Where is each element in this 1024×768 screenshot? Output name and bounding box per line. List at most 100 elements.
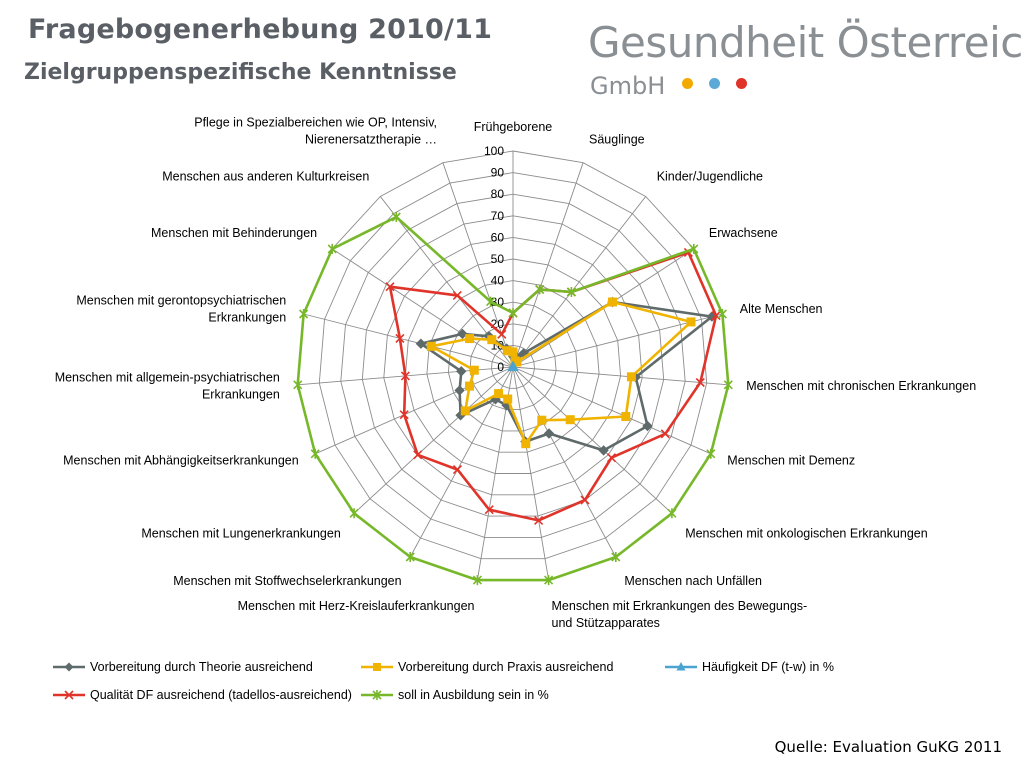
series-1-point bbox=[426, 341, 436, 351]
category-label-line: Menschen mit Herz-Kreislauferkrankungen bbox=[238, 599, 475, 613]
series-3-point bbox=[606, 453, 617, 463]
legend-item: soll in Ausbildung sein in % bbox=[360, 688, 549, 702]
series-3-point bbox=[497, 329, 507, 339]
category-label: Frühgeborene bbox=[474, 120, 553, 134]
category-label-line: Menschen nach Unfällen bbox=[624, 574, 762, 588]
series-4-point bbox=[310, 448, 320, 459]
series-4-point bbox=[566, 287, 576, 297]
legend-item: Vorbereitung durch Praxis ausreichend bbox=[360, 660, 613, 674]
series-3-point bbox=[413, 450, 423, 460]
tick-label: 50 bbox=[491, 252, 505, 266]
legend-item: Qualität DF ausreichend (tadellos-ausrei… bbox=[52, 688, 352, 702]
series-1-point bbox=[565, 415, 575, 425]
series-0-point bbox=[457, 328, 468, 340]
tick-label: 70 bbox=[491, 209, 505, 223]
grid-spoke bbox=[303, 313, 514, 368]
category-label: Pflege in Spezialbereichen wie OP, Inten… bbox=[194, 116, 437, 147]
page-title: Fragebogenerhebung 2010/11 bbox=[28, 14, 493, 45]
category-label: Alte Menschen bbox=[740, 302, 823, 316]
series-1-point bbox=[686, 317, 696, 327]
series-0-point bbox=[642, 420, 653, 432]
series-3-point bbox=[385, 282, 395, 292]
category-label: Menschen mit onkologischen Erkrankungen bbox=[685, 527, 928, 541]
grid-ring-80 bbox=[340, 193, 686, 538]
grid-ring-90 bbox=[318, 172, 708, 560]
series-3-point bbox=[695, 377, 705, 388]
grid-ring-50 bbox=[404, 258, 622, 474]
legend-label: Qualität DF ausreichend (tadellos-ausrei… bbox=[90, 688, 352, 702]
category-label: Erwachsene bbox=[709, 226, 778, 240]
category-label-line: Menschen mit Stoffwechselerkrankungen bbox=[173, 574, 401, 588]
series-1-point bbox=[465, 334, 475, 344]
logo-sub: GmbH bbox=[590, 72, 666, 100]
category-label: Menschen mit allgemein-psychiatrischen Er… bbox=[55, 370, 280, 401]
category-label-line: Menschen mit Lungenerkrankungen bbox=[141, 527, 340, 541]
category-label-line: Säuglinge bbox=[589, 133, 645, 147]
series-4-point bbox=[299, 309, 309, 319]
series-1-point bbox=[626, 372, 636, 382]
series-4-point bbox=[327, 243, 337, 254]
grid-spoke bbox=[331, 248, 514, 368]
series-2-point bbox=[507, 360, 519, 371]
category-label-line: Erkrankungen bbox=[208, 311, 286, 325]
series-4-point bbox=[667, 508, 677, 519]
legend-item: Vorbereitung durch Theorie ausreichend bbox=[52, 660, 313, 674]
series-1-point bbox=[621, 412, 631, 421]
tick-label: 20 bbox=[491, 317, 505, 331]
series-4-point bbox=[486, 296, 496, 307]
series-1-point bbox=[469, 365, 479, 375]
grid-spoke bbox=[512, 162, 584, 368]
legend-marker bbox=[676, 662, 686, 671]
legend-marker bbox=[372, 690, 382, 700]
series-line-0 bbox=[419, 300, 714, 452]
series-4-point bbox=[544, 575, 554, 586]
series-3-point bbox=[534, 515, 544, 525]
series-3-point bbox=[660, 429, 670, 439]
series-1-point bbox=[503, 394, 513, 404]
chart-legend: Vorbereitung durch Theorie ausreichend Vo… bbox=[52, 660, 972, 720]
legend-swatch bbox=[53, 662, 85, 672]
grid-ring-40 bbox=[426, 280, 600, 453]
series-4-point bbox=[391, 212, 401, 222]
radar-chart: 0102030405060708090100FrühgeboreneSäugli… bbox=[55, 116, 977, 630]
legend-label: soll in Ausbildung sein in % bbox=[398, 688, 549, 702]
series-3-point bbox=[400, 371, 410, 381]
series-3-point bbox=[395, 333, 405, 343]
category-label: Menschen mit Lungenerkrankungen bbox=[141, 527, 340, 541]
grid-spoke bbox=[512, 366, 617, 558]
category-label-line: Menschen mit allgemein-psychiatrischen bbox=[55, 370, 280, 384]
series-4-point bbox=[723, 379, 733, 390]
legend-swatch bbox=[361, 663, 393, 671]
category-label-line: Alte Menschen bbox=[740, 302, 823, 316]
grid-spoke bbox=[353, 366, 514, 514]
grid-spoke bbox=[512, 366, 673, 514]
series-0-point bbox=[456, 366, 467, 377]
legend-label: Häufigkeit DF (t-w) in % bbox=[702, 660, 834, 674]
category-label-line: Menschen mit Abhängigkeitserkrankungen bbox=[63, 454, 299, 468]
category-label: Menschen mit Stoffwechselerkrankungen bbox=[173, 574, 401, 588]
legend-label: Vorbereitung durch Praxis ausreichend bbox=[398, 660, 614, 674]
series-1-point bbox=[465, 381, 474, 391]
category-label: Menschen mit chronischen Erkrankungen bbox=[746, 379, 976, 393]
series-4-point bbox=[689, 243, 699, 254]
series-0-point bbox=[415, 338, 427, 349]
legend-marker bbox=[64, 662, 74, 672]
category-label-line: und Stützapparates bbox=[552, 616, 660, 630]
page-subtitle: Zielgruppenspezifische Kenntnisse bbox=[24, 60, 457, 85]
series-line-1 bbox=[429, 300, 693, 446]
logo-dot-blue bbox=[709, 78, 720, 89]
category-label-line: Nierenersatztherapie … bbox=[305, 133, 437, 147]
legend-swatch bbox=[665, 662, 697, 671]
grid-spoke bbox=[315, 366, 514, 455]
gesundheit-oesterreich-logo: Gesundheit Österreich GmbH bbox=[588, 18, 1024, 108]
series-line-4 bbox=[296, 215, 730, 582]
logo-dot-red bbox=[736, 78, 747, 89]
series-1-point bbox=[608, 297, 617, 307]
series-1-point bbox=[521, 439, 531, 449]
category-label: Menschen aus anderen Kulturkreisen bbox=[162, 169, 369, 183]
series-4-point bbox=[349, 508, 359, 519]
series-4-point bbox=[706, 448, 716, 459]
series-3-point bbox=[580, 495, 590, 505]
series-0-point bbox=[543, 428, 555, 439]
category-label-line: Frühgeborene bbox=[474, 120, 553, 134]
